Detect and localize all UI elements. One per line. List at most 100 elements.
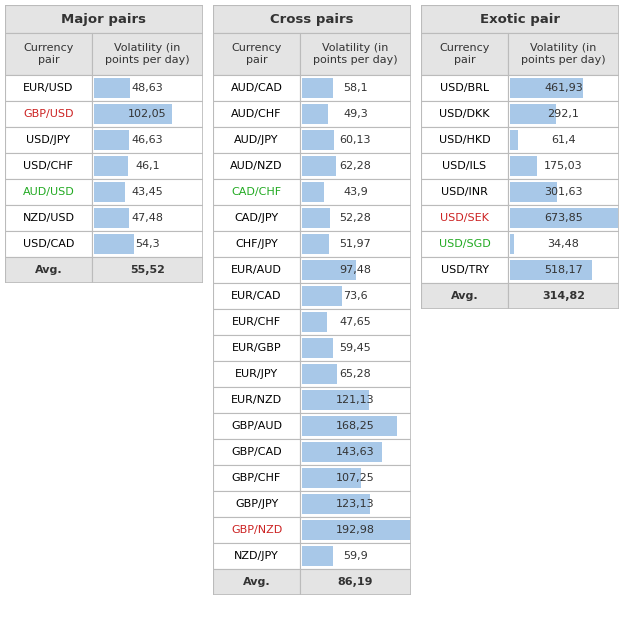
Bar bbox=[300, 257, 411, 283]
Bar bbox=[213, 517, 300, 543]
Text: 34,48: 34,48 bbox=[548, 239, 580, 249]
Text: 121,13: 121,13 bbox=[336, 395, 375, 405]
Bar bbox=[94, 156, 127, 176]
Text: Major pairs: Major pairs bbox=[62, 12, 147, 26]
Bar bbox=[300, 309, 411, 335]
Bar bbox=[300, 465, 411, 491]
Text: GBP/CHF: GBP/CHF bbox=[232, 473, 281, 483]
Text: 46,1: 46,1 bbox=[135, 161, 160, 171]
Bar bbox=[300, 387, 411, 413]
Text: USD/ILS: USD/ILS bbox=[442, 161, 487, 171]
Bar bbox=[213, 5, 411, 33]
Bar bbox=[421, 257, 508, 283]
Text: NZD/USD: NZD/USD bbox=[22, 213, 74, 223]
Text: AUD/JPY: AUD/JPY bbox=[234, 135, 279, 145]
Bar bbox=[92, 153, 203, 179]
Bar bbox=[92, 127, 203, 153]
Text: USD/BRL: USD/BRL bbox=[440, 83, 489, 93]
Bar bbox=[213, 75, 300, 101]
Text: EUR/USD: EUR/USD bbox=[23, 83, 74, 93]
Bar bbox=[510, 104, 556, 124]
Text: Avg.: Avg. bbox=[35, 265, 62, 275]
Text: 97,48: 97,48 bbox=[339, 265, 371, 275]
Bar bbox=[302, 416, 397, 436]
Bar bbox=[213, 543, 300, 569]
Bar bbox=[302, 468, 361, 488]
Bar bbox=[213, 491, 300, 517]
Text: 192,98: 192,98 bbox=[336, 525, 375, 535]
Bar bbox=[92, 33, 203, 75]
Text: 47,65: 47,65 bbox=[339, 317, 371, 327]
Bar bbox=[302, 234, 329, 254]
Bar bbox=[302, 546, 333, 566]
Text: USD/CAD: USD/CAD bbox=[23, 239, 74, 249]
Text: AUD/CHF: AUD/CHF bbox=[232, 109, 282, 119]
Text: 123,13: 123,13 bbox=[336, 499, 375, 509]
Bar bbox=[302, 104, 328, 124]
Bar bbox=[508, 179, 619, 205]
Bar bbox=[300, 569, 411, 595]
Bar bbox=[5, 153, 92, 179]
Bar bbox=[300, 413, 411, 439]
Text: GBP/JPY: GBP/JPY bbox=[235, 499, 278, 509]
Bar bbox=[510, 156, 537, 176]
Text: 168,25: 168,25 bbox=[336, 421, 375, 431]
Text: 62,28: 62,28 bbox=[339, 161, 371, 171]
Text: AUD/USD: AUD/USD bbox=[22, 187, 74, 197]
Text: EUR/NZD: EUR/NZD bbox=[231, 395, 282, 405]
Bar bbox=[300, 101, 411, 127]
Text: EUR/CHF: EUR/CHF bbox=[232, 317, 281, 327]
Bar bbox=[508, 127, 619, 153]
Bar bbox=[300, 75, 411, 101]
Bar bbox=[213, 465, 300, 491]
Bar bbox=[510, 234, 514, 254]
Bar bbox=[213, 439, 300, 465]
Text: 49,3: 49,3 bbox=[343, 109, 368, 119]
Text: 59,45: 59,45 bbox=[339, 343, 371, 353]
Bar bbox=[213, 231, 300, 257]
Bar bbox=[302, 442, 382, 462]
Text: EUR/GBP: EUR/GBP bbox=[232, 343, 281, 353]
Bar bbox=[213, 309, 300, 335]
Bar bbox=[213, 413, 300, 439]
Text: 518,17: 518,17 bbox=[544, 265, 583, 275]
Bar bbox=[5, 179, 92, 205]
Text: EUR/AUD: EUR/AUD bbox=[231, 265, 282, 275]
Bar bbox=[5, 127, 92, 153]
Text: Currency
pair: Currency pair bbox=[439, 43, 490, 65]
Bar bbox=[5, 101, 92, 127]
Bar bbox=[213, 387, 300, 413]
Text: 175,03: 175,03 bbox=[544, 161, 583, 171]
Bar bbox=[300, 153, 411, 179]
Bar bbox=[213, 569, 300, 595]
Bar bbox=[92, 257, 203, 283]
Bar bbox=[508, 257, 619, 283]
Bar bbox=[213, 205, 300, 231]
Text: GBP/USD: GBP/USD bbox=[23, 109, 74, 119]
Text: GBP/AUD: GBP/AUD bbox=[231, 421, 282, 431]
Text: 61,4: 61,4 bbox=[551, 135, 576, 145]
Bar bbox=[421, 33, 508, 75]
Text: 52,28: 52,28 bbox=[339, 213, 371, 223]
Bar bbox=[94, 130, 129, 150]
Text: 43,45: 43,45 bbox=[132, 187, 163, 197]
Bar bbox=[508, 33, 619, 75]
Text: 292,1: 292,1 bbox=[548, 109, 580, 119]
Bar bbox=[5, 75, 92, 101]
Bar bbox=[421, 179, 508, 205]
Bar bbox=[302, 520, 410, 540]
Text: Exotic pair: Exotic pair bbox=[480, 12, 560, 26]
Bar bbox=[94, 208, 129, 228]
Text: Volatility (in
points per day): Volatility (in points per day) bbox=[105, 43, 190, 65]
Bar bbox=[510, 260, 592, 280]
Bar bbox=[300, 517, 411, 543]
Text: Currency
pair: Currency pair bbox=[23, 43, 74, 65]
Bar bbox=[94, 182, 125, 202]
Bar bbox=[213, 153, 300, 179]
Text: 102,05: 102,05 bbox=[128, 109, 167, 119]
Bar bbox=[5, 257, 92, 283]
Bar bbox=[510, 182, 557, 202]
Text: 143,63: 143,63 bbox=[336, 447, 375, 457]
Text: 301,63: 301,63 bbox=[544, 187, 583, 197]
Bar bbox=[300, 283, 411, 309]
